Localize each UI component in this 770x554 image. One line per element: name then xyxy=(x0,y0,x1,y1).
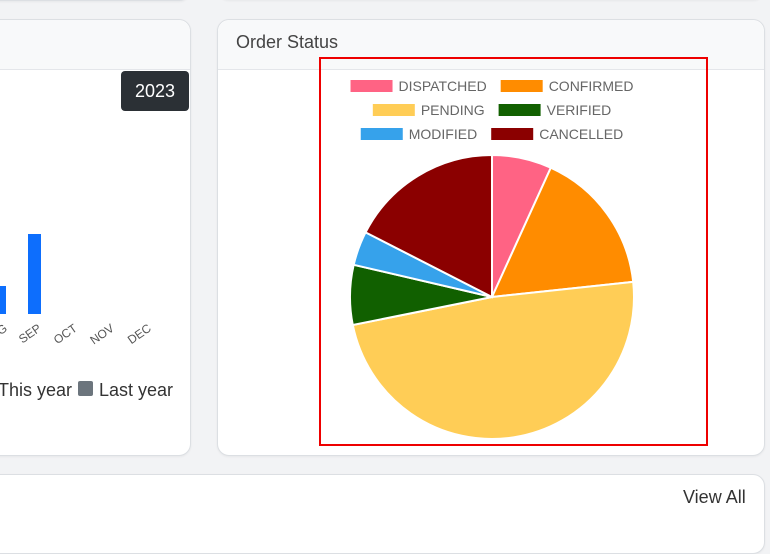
view-all-link[interactable]: View All xyxy=(683,487,746,507)
legend-last-year-swatch[interactable] xyxy=(78,381,93,396)
sales-bar-chart: G SEP OCT NOV DEC This year Last year xyxy=(0,234,173,400)
bar-aug-this-year xyxy=(0,286,6,314)
sales-chart-header xyxy=(0,20,190,70)
bottom-card xyxy=(0,474,765,554)
year-badge[interactable]: 2023 xyxy=(121,71,189,111)
legend-this-year-label[interactable]: This year xyxy=(0,380,72,400)
order-status-title: Order Status xyxy=(236,32,339,52)
month-label-dec: DEC xyxy=(125,321,154,347)
month-label-nov: NOV xyxy=(87,321,116,347)
legend-last-year-label[interactable]: Last year xyxy=(99,380,173,400)
order-status-card: Order Status xyxy=(217,19,765,456)
order-status-header: Order Status xyxy=(218,20,764,70)
month-label-sep: SEP xyxy=(16,321,44,346)
month-label-oct: OCT xyxy=(51,321,80,347)
month-label-aug: G xyxy=(0,321,10,338)
bar-sep-this-year xyxy=(28,234,41,314)
